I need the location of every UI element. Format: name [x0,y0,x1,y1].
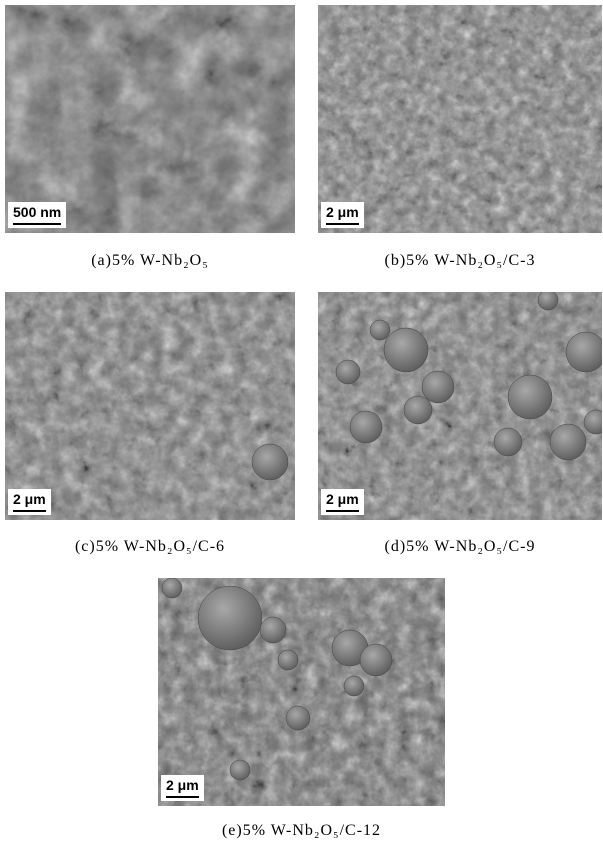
sem-image: 2 μm [5,292,295,520]
sphere [384,328,428,372]
scale-line [13,223,61,225]
texture [318,5,602,233]
caption: (e)5% W-Nb₂O₅/C-12 [158,822,445,840]
micrograph [318,292,602,520]
scale-bar: 500 nm [8,202,66,228]
micrograph [158,578,445,806]
sphere [252,444,288,480]
scale-label: 2 μm [326,204,359,220]
scale-bar: 2 μm [8,489,51,515]
micrograph [5,292,295,520]
sphere [508,375,552,419]
micrograph [5,5,295,233]
sphere [538,292,558,310]
scale-line [166,796,199,798]
sphere [278,650,298,670]
sphere [198,586,262,650]
scale-label: 500 nm [13,204,61,220]
caption: (c)5% W-Nb₂O₅/C-6 [5,538,295,556]
sem-image: 2 μm [318,5,602,233]
texture [318,292,602,520]
caption: (b)5% W-Nb₂O₅/C-3 [318,252,602,270]
scale-bar: 2 μm [321,202,364,228]
sphere [360,644,392,676]
sphere [370,320,390,340]
scale-bar: 2 μm [321,489,364,515]
sphere [162,578,182,598]
sem-image: 2 μm [318,292,602,520]
scale-line [326,510,359,512]
scale-label: 2 μm [13,491,46,507]
sphere [566,332,602,372]
figure: 500 nm (a)5% W-Nb₂O₅ 2 μm (b)5% W-Nb₂O₅/C-3… [0,0,603,843]
scale-line [13,510,46,512]
sphere [336,360,360,384]
caption: (a)5% W-Nb₂O₅ [5,252,295,270]
sem-image: 500 nm [5,5,295,233]
sphere [286,706,310,730]
scale-label: 2 μm [166,777,199,793]
sphere [404,396,432,424]
sphere [344,676,364,696]
scale-line [326,223,359,225]
sphere [350,411,382,443]
sphere [260,617,286,643]
sphere [550,424,586,460]
texture [5,292,295,520]
caption: (d)5% W-Nb₂O₅/C-9 [318,538,602,556]
sphere [230,760,250,780]
sphere [422,371,454,403]
scale-label: 2 μm [326,491,359,507]
scale-bar: 2 μm [161,775,204,801]
micrograph [318,5,602,233]
sem-image: 2 μm [158,578,445,806]
texture [5,5,295,233]
sphere [494,428,522,456]
